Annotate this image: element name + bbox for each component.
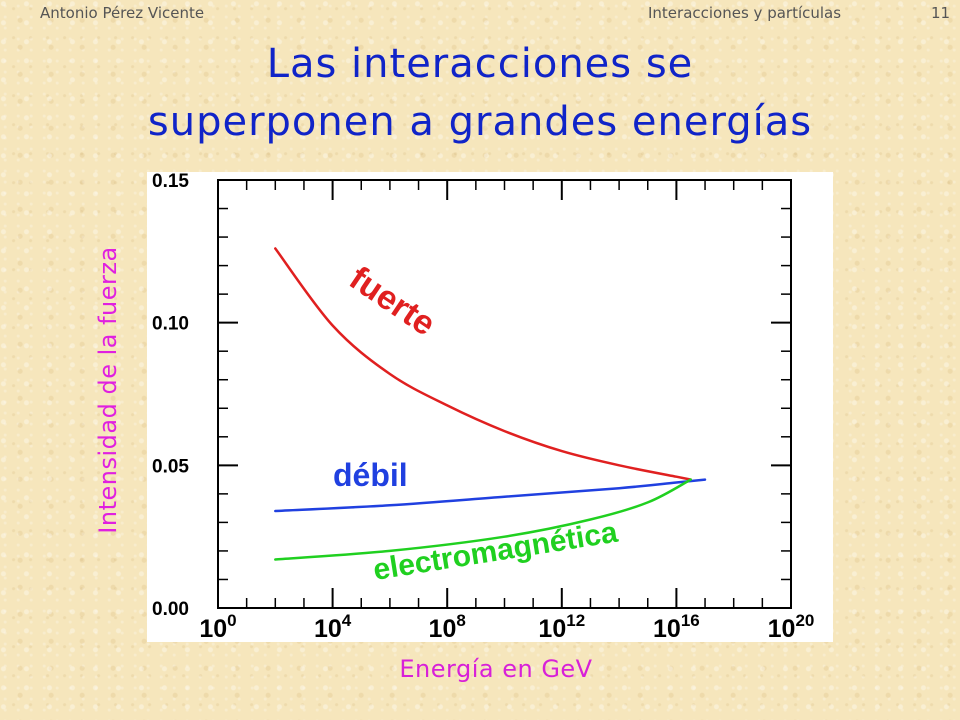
x-tick-label: 1012 <box>538 611 585 642</box>
y-axis-label: Intensidad de la fuerza <box>94 246 122 534</box>
chart-background <box>147 172 833 642</box>
header-author: Antonio Pérez Vicente <box>40 4 205 22</box>
x-tick-label: 104 <box>314 611 352 642</box>
y-tick-label: 0.15 <box>152 172 189 192</box>
header-page-number: 11 <box>931 4 951 22</box>
y-axis-ticks: 0.00 0.05 0.10 0.15 <box>152 172 791 620</box>
series-line-1 <box>274 478 707 513</box>
slide-title-line-2: superponen a grandes energías <box>147 99 813 145</box>
y-tick-label: 0.00 <box>152 599 189 620</box>
slide-title-line-1: Las interacciones se <box>266 41 694 87</box>
y-tick-label: 0.10 <box>152 314 189 335</box>
x-tick-label: 1020 <box>768 611 815 642</box>
series-line-2 <box>274 478 692 561</box>
header-topic: Interacciones y partículas <box>648 4 842 22</box>
y-tick-label: 0.05 <box>152 456 189 477</box>
series-lines <box>274 247 707 561</box>
x-tick-label: 1016 <box>653 611 700 642</box>
coupling-chart: 0.000.050.100.15 100 104 108 1012 1016 1020 f… <box>147 172 833 642</box>
series-line-0 <box>274 247 692 481</box>
x-axis-label: Energía en GeV <box>399 655 593 683</box>
annotation-weak: débil <box>333 457 408 493</box>
x-tick-label: 108 <box>429 611 466 642</box>
x-tick-label: 100 <box>199 611 236 642</box>
x-axis-ticks: 100 104 108 1012 1016 1020 <box>199 180 814 642</box>
